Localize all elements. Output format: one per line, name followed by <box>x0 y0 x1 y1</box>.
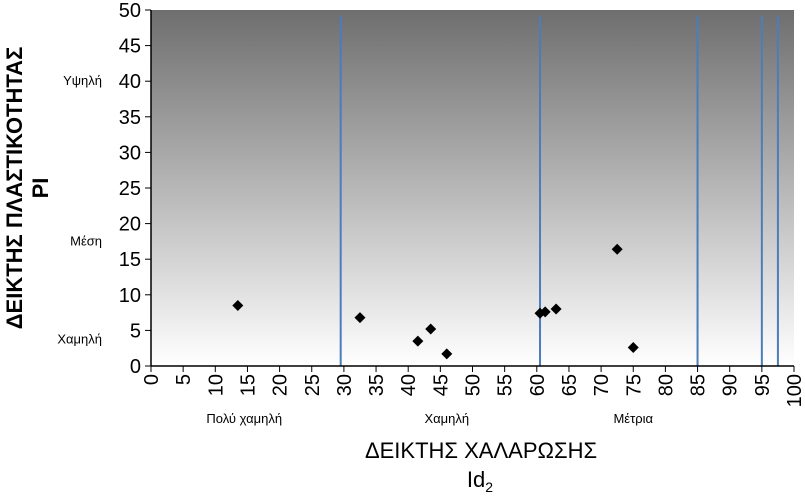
data-point <box>354 312 366 324</box>
y-axis-subtitle: PI <box>28 178 53 199</box>
y-tick-label: 25 <box>119 178 141 200</box>
x-zone-label: Πολύ χαμηλή <box>206 411 282 426</box>
y-tick-label: 0 <box>130 356 141 378</box>
zone-divider-lines <box>339 16 779 366</box>
y-zone-label: Μέση <box>70 233 102 248</box>
y-tick-label: 15 <box>119 249 141 271</box>
data-point <box>441 348 453 360</box>
y-tick-label: 20 <box>119 214 141 236</box>
x-tick-label: 40 <box>398 374 420 396</box>
x-zone-labels: Πολύ χαμηλή Χαμηλή Μέτρια <box>206 411 653 426</box>
x-tick-label: 80 <box>655 374 677 396</box>
data-point <box>627 341 639 353</box>
y-tick-label: 50 <box>119 0 141 22</box>
y-tick-label: 10 <box>119 285 141 307</box>
x-tick-label: 30 <box>334 374 356 396</box>
x-tick-label: 90 <box>720 374 742 396</box>
x-tick-label: 95 <box>752 374 774 396</box>
x-axis-subtitle-index: 2 <box>485 479 493 492</box>
x-tick-label: 60 <box>527 374 549 396</box>
x-zone-label: Μέτρια <box>613 411 653 426</box>
axes <box>145 9 795 372</box>
x-tick-label: 35 <box>366 374 388 396</box>
x-tick-labels: 0 5 10 15 20 25 30 35 40 45 50 55 60 65 70 75 80 85 90 95 10… <box>141 374 805 407</box>
x-tick-label: 85 <box>688 374 710 396</box>
plot-area <box>151 10 794 366</box>
y-zone-labels: Υψηλή Μέση Χαμηλή <box>57 73 102 346</box>
y-tick-label: 40 <box>119 71 141 93</box>
y-tick-label: 5 <box>130 320 141 342</box>
x-tick-label: 25 <box>302 374 324 396</box>
x-tick-label: 55 <box>495 374 517 396</box>
data-point <box>412 335 424 347</box>
x-tick-label: 15 <box>237 374 259 396</box>
y-tick-label: 45 <box>119 36 141 58</box>
x-axis-title: ΔΕΙΚΤΗΣ ΧΑΛΑΡΩΣΗΣ <box>365 438 597 463</box>
x-tick-label: 70 <box>591 374 613 396</box>
x-tick-label: 20 <box>270 374 292 396</box>
data-point <box>425 323 437 335</box>
x-axis-subtitle: Id2 <box>467 467 493 492</box>
x-tick-label: 10 <box>205 374 227 396</box>
x-tick-label: 45 <box>430 374 452 396</box>
x-tick-label: 0 <box>141 374 163 385</box>
y-tick-label: 30 <box>119 142 141 164</box>
x-tick-label: 50 <box>463 374 485 396</box>
x-tick-label: 5 <box>173 374 195 385</box>
y-tick-label: 35 <box>119 107 141 129</box>
x-tick-label: 100 <box>784 374 805 407</box>
data-points <box>232 243 639 360</box>
y-zone-label: Υψηλή <box>63 73 102 88</box>
data-point <box>232 299 244 311</box>
data-point <box>539 306 551 318</box>
y-axis-title: ΔΕΙΚΤΗΣ ΠΛΑΣΤΙΚΟΤΗΤΑΣ <box>2 47 27 330</box>
x-axis-subtitle-text: Id <box>467 467 485 492</box>
x-tick-label: 75 <box>623 374 645 396</box>
x-tick-label: 65 <box>559 374 581 396</box>
y-zone-label: Χαμηλή <box>57 332 102 347</box>
x-zone-label: Χαμηλή <box>424 411 469 426</box>
y-tick-labels: 0 5 10 15 20 25 30 35 40 45 50 <box>119 0 141 378</box>
data-point <box>550 303 562 315</box>
data-point <box>611 243 623 255</box>
